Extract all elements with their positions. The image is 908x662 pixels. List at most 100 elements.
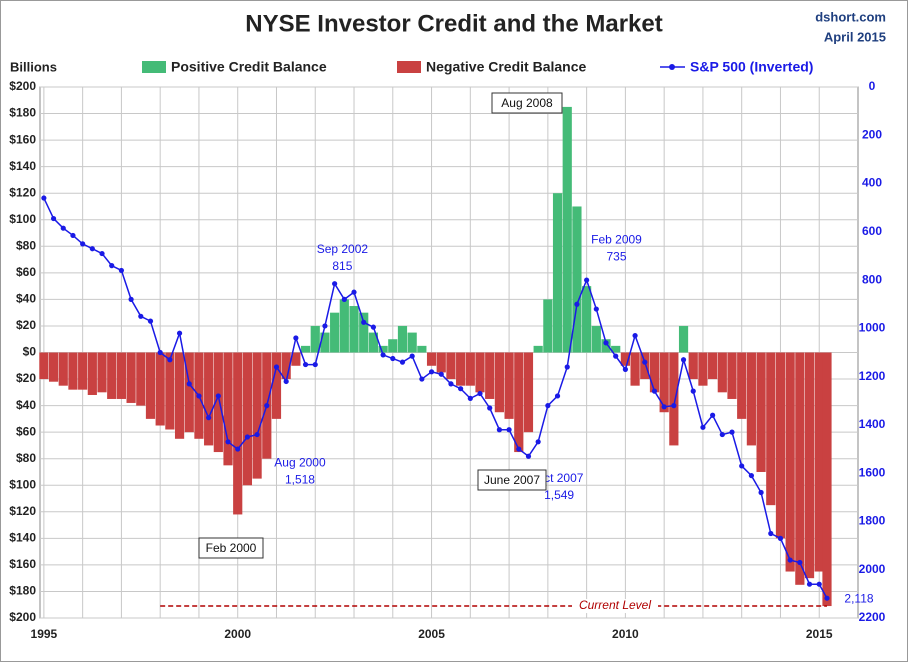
y-tick-label: $0 — [23, 345, 37, 359]
sp500-point — [690, 388, 696, 394]
annotation-date: Sep 2002 — [317, 242, 369, 256]
legend-swatch — [669, 64, 675, 70]
bar — [165, 352, 175, 430]
bar — [48, 352, 59, 382]
sp500-point — [758, 489, 764, 496]
sp500-point — [787, 557, 793, 563]
y-tick-label: $80 — [16, 238, 36, 252]
bar — [640, 352, 650, 380]
annotation-date: Aug 2000 — [274, 456, 326, 470]
current-level-label: Current Level — [579, 598, 651, 612]
y2-tick-label: 600 — [862, 224, 882, 238]
annotation-value: 735 — [606, 250, 626, 264]
sp500-point — [632, 333, 638, 339]
sp500-point — [487, 405, 493, 411]
bar — [271, 352, 282, 419]
sp500-point — [661, 404, 667, 410]
x-tick-label: 2005 — [418, 627, 445, 641]
bar — [766, 352, 776, 506]
sp500-point — [584, 277, 590, 283]
y-tick-label: $120 — [9, 504, 36, 518]
bar — [330, 312, 340, 353]
sp500-point — [458, 386, 464, 392]
sp500-point — [380, 352, 386, 358]
bar — [233, 352, 243, 515]
callout-text: Feb 2000 — [206, 541, 257, 555]
legend-label: Negative Credit Balance — [426, 59, 586, 75]
sp500-point — [506, 427, 512, 433]
y-axis-label: Billions — [10, 59, 57, 74]
bar — [310, 325, 320, 353]
bar — [349, 306, 359, 353]
sp500-point — [60, 225, 66, 231]
y2-tick-label: 0 — [869, 79, 876, 93]
x-tick-label: 2000 — [224, 627, 251, 641]
sp500-point — [806, 581, 813, 587]
bar — [678, 325, 689, 353]
bar — [155, 352, 165, 426]
bar — [465, 352, 475, 386]
sp500-point — [196, 393, 202, 399]
bar — [417, 345, 427, 353]
sp500-point — [525, 453, 532, 459]
sp500-point — [99, 250, 105, 257]
annotation-date: Oct 2007 — [535, 471, 584, 485]
sp500-point — [147, 318, 154, 324]
sp500-point — [710, 412, 716, 418]
bar — [708, 352, 718, 380]
bar — [213, 352, 223, 453]
bar — [649, 352, 660, 393]
y-tick-label: $60 — [16, 265, 36, 279]
bar — [291, 352, 301, 366]
bar — [485, 352, 495, 399]
sp500-point — [235, 446, 241, 452]
bar — [601, 339, 611, 353]
sp500-point — [777, 535, 784, 541]
y2-tick-label: 1200 — [859, 369, 886, 383]
bar — [97, 352, 107, 393]
sp500-point — [419, 376, 425, 382]
sp500-point — [680, 357, 687, 363]
bar — [407, 332, 417, 353]
sp500-point — [118, 267, 125, 274]
bar — [494, 352, 504, 413]
chart-title: NYSE Investor Credit and the Market — [245, 10, 662, 37]
bar — [514, 352, 524, 453]
sp500-point — [264, 403, 270, 409]
sp500-point — [428, 369, 435, 375]
bar — [242, 352, 253, 486]
sp500-point — [477, 390, 483, 397]
bar — [281, 352, 291, 380]
bar — [756, 352, 766, 472]
callout-box — [198, 537, 264, 559]
bar — [39, 352, 49, 380]
annotation-value: 1,518 — [285, 473, 315, 487]
sp500-point — [157, 349, 163, 356]
sp500-point — [554, 393, 561, 399]
sp500-point — [409, 353, 415, 359]
sp500-point — [739, 463, 745, 469]
bar — [737, 352, 747, 419]
bar — [388, 339, 398, 353]
y2-tick-label: 2200 — [859, 610, 886, 624]
sp500-point — [167, 357, 173, 363]
legend-label: S&P 500 (Inverted) — [690, 59, 813, 75]
sp500-point — [109, 263, 115, 269]
y-tick-label: $200 — [9, 610, 36, 624]
bar — [426, 352, 437, 366]
sp500-point — [206, 415, 212, 421]
sp500-point — [671, 403, 677, 409]
sp500-point — [225, 439, 231, 445]
bar — [504, 352, 514, 419]
y-tick-label: $140 — [9, 159, 36, 173]
sp500-point — [574, 301, 580, 307]
sp500-point — [390, 355, 396, 362]
sp500-point — [748, 472, 754, 479]
sp500-point — [467, 395, 473, 401]
bar — [582, 286, 592, 353]
bar — [107, 352, 117, 399]
bar — [611, 345, 621, 353]
y-tick-label: $100 — [9, 212, 36, 226]
legend-swatch — [142, 61, 166, 73]
